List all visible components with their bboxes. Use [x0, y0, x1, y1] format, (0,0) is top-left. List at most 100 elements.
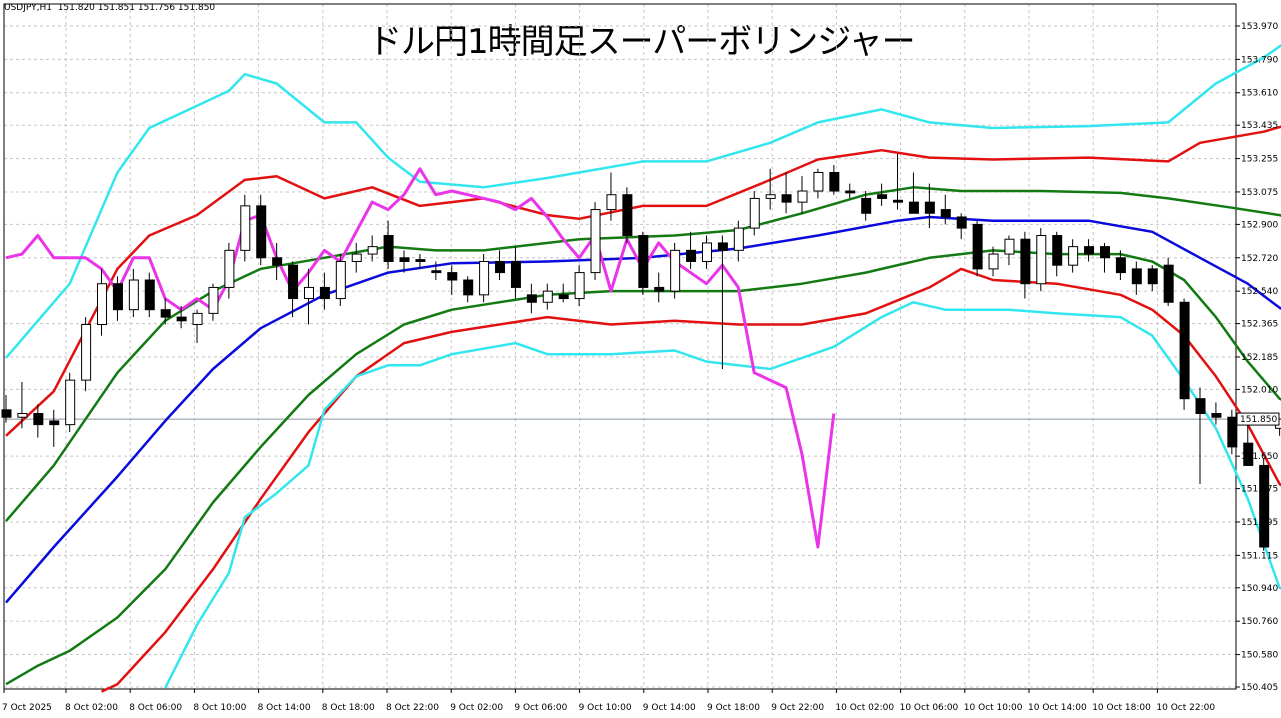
candle[interactable] — [813, 171, 824, 192]
candle[interactable] — [97, 283, 108, 326]
candle[interactable] — [988, 253, 999, 270]
candle[interactable] — [622, 194, 633, 237]
candle[interactable] — [1099, 246, 1110, 259]
candle[interactable] — [1052, 235, 1063, 266]
candle[interactable] — [797, 190, 808, 203]
symbol-ohlc-readout: USDJPY,H1 151.820 151.851 151.756 151.85… — [4, 3, 216, 13]
y-tick-label: 152.900 — [1241, 220, 1278, 230]
candle[interactable] — [208, 286, 219, 314]
candle[interactable] — [590, 209, 601, 274]
candle[interactable] — [574, 272, 585, 300]
candle[interactable] — [1147, 268, 1158, 285]
candle[interactable] — [1131, 268, 1142, 285]
candle[interactable] — [65, 379, 76, 426]
x-tick-label: 10 Oct 06:00 — [900, 703, 959, 713]
candle[interactable] — [367, 246, 378, 255]
candle[interactable] — [176, 316, 187, 322]
candle[interactable] — [733, 227, 744, 251]
candle[interactable] — [877, 194, 888, 199]
candle[interactable] — [495, 260, 506, 274]
candle[interactable] — [924, 201, 935, 214]
candle[interactable] — [224, 249, 235, 288]
current-price-label: 151.850 — [1240, 415, 1277, 425]
x-tick-label: 10 Oct 22:00 — [1156, 703, 1215, 713]
candle[interactable] — [717, 242, 728, 251]
candle[interactable] — [431, 270, 442, 274]
y-tick-label: 153.970 — [1241, 22, 1278, 32]
candle[interactable] — [749, 197, 760, 229]
candle[interactable] — [956, 216, 967, 229]
candle[interactable] — [1227, 416, 1238, 448]
candle[interactable] — [510, 260, 521, 288]
candle[interactable] — [765, 194, 776, 199]
candle[interactable] — [303, 286, 314, 300]
x-tick-label: 9 Oct 14:00 — [643, 703, 696, 713]
candle[interactable] — [335, 260, 346, 300]
candle[interactable] — [861, 197, 872, 214]
candle[interactable] — [1211, 413, 1222, 418]
candle[interactable] — [558, 294, 569, 300]
series-line-plus1sigma — [5, 186, 1281, 522]
candle[interactable] — [1004, 238, 1015, 255]
y-tick-label: 153.435 — [1241, 121, 1278, 131]
candle[interactable] — [893, 199, 904, 203]
candle[interactable] — [17, 413, 28, 418]
chart-title: ドル円1時間足スーパーボリンジャー — [368, 22, 916, 62]
candle[interactable] — [81, 324, 92, 381]
candle[interactable] — [112, 283, 123, 311]
candle[interactable] — [144, 279, 155, 311]
candle[interactable] — [288, 264, 299, 300]
candle[interactable] — [542, 290, 553, 303]
candle[interactable] — [654, 286, 665, 292]
x-tick-label: 9 Oct 10:00 — [579, 703, 632, 713]
candle[interactable] — [1068, 246, 1079, 266]
candle[interactable] — [1179, 301, 1190, 400]
candle[interactable] — [463, 279, 474, 296]
candle[interactable] — [686, 249, 697, 262]
candle[interactable] — [192, 312, 203, 326]
y-tick-label: 151.650 — [1241, 452, 1278, 462]
candle[interactable] — [383, 235, 394, 262]
candle[interactable] — [1195, 398, 1206, 415]
candle[interactable] — [1084, 246, 1095, 255]
candle[interactable] — [1, 409, 12, 418]
candle[interactable] — [160, 309, 171, 318]
candle[interactable] — [128, 279, 139, 311]
candle[interactable] — [670, 249, 681, 292]
y-tick-label: 152.540 — [1241, 287, 1278, 297]
candle[interactable] — [272, 257, 283, 266]
candle[interactable] — [781, 194, 792, 203]
candle[interactable] — [479, 260, 490, 296]
candle[interactable] — [845, 190, 856, 194]
candle[interactable] — [351, 253, 362, 262]
candle[interactable] — [240, 205, 251, 251]
candle[interactable] — [49, 420, 60, 426]
candle[interactable] — [1036, 235, 1047, 285]
candle[interactable] — [399, 257, 410, 262]
candle[interactable] — [940, 209, 951, 218]
candle[interactable] — [319, 286, 330, 300]
candle[interactable] — [606, 194, 617, 211]
candle[interactable] — [256, 205, 267, 259]
candle[interactable] — [829, 171, 840, 192]
candle[interactable] — [447, 272, 458, 281]
candle[interactable] — [1115, 257, 1126, 274]
y-tick-label: 150.760 — [1241, 617, 1278, 627]
x-tick-label: 10 Oct 14:00 — [1028, 703, 1087, 713]
candle[interactable] — [1243, 442, 1254, 466]
candle[interactable] — [1163, 264, 1174, 303]
candle[interactable] — [33, 413, 44, 426]
candle[interactable] — [701, 242, 712, 262]
candle[interactable] — [526, 294, 537, 303]
candle[interactable] — [415, 259, 426, 262]
candle[interactable] — [972, 223, 983, 270]
candle[interactable] — [908, 201, 919, 214]
y-tick-label: 152.720 — [1241, 254, 1278, 264]
candle[interactable] — [638, 235, 649, 288]
y-tick-label: 152.010 — [1241, 385, 1278, 395]
y-tick-label: 150.580 — [1241, 651, 1278, 661]
x-tick-label: 8 Oct 18:00 — [322, 703, 375, 713]
candle[interactable] — [1020, 238, 1031, 285]
candle[interactable] — [1259, 464, 1270, 548]
